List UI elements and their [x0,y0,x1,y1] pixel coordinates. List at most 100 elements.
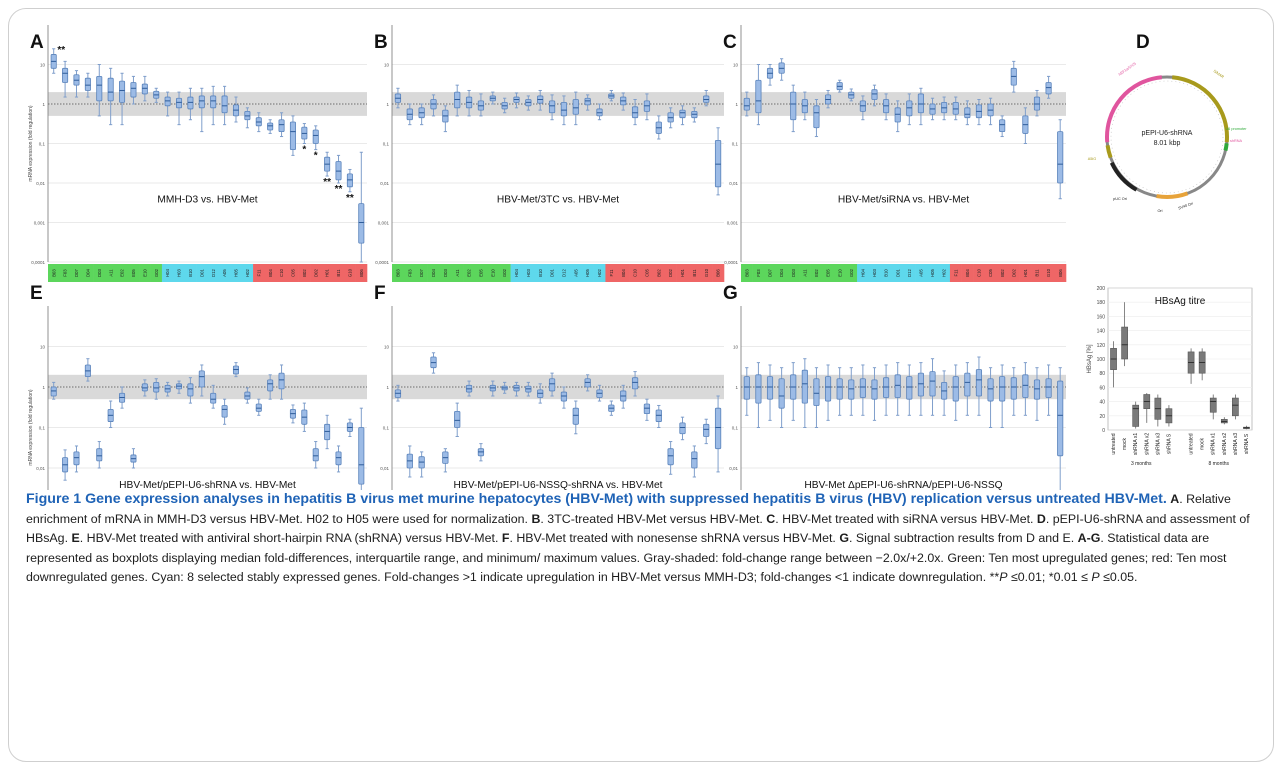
category-label: shRNA x3 [1233,433,1239,455]
plasmid-size: 8.01 kbp [1154,140,1181,147]
category-label: H04 [514,268,519,276]
group-label: 3 months [1131,461,1152,467]
box [766,376,774,400]
box [1010,377,1017,400]
box [714,139,722,188]
category-cell [230,264,242,282]
box [790,91,797,121]
category-cell [915,264,928,282]
category-label: H01 [680,268,685,276]
y-tick-label: 0,001 [378,221,390,226]
y-tick-label: 200 [1097,286,1106,292]
category-label: B02 [656,269,661,277]
category-cell [510,264,523,282]
category-label: shRNA x2 [1144,433,1150,455]
category-label: G10 [348,268,353,277]
category-label: B04 [268,269,273,277]
category-label: B11 [692,269,697,277]
box [917,93,924,114]
caption-text-g: . Signal subtraction results from D and … [848,531,1075,546]
box [755,79,762,114]
y-tick-label: 140 [1097,329,1106,335]
category-cell [891,264,904,282]
category-label: A11 [108,269,113,277]
box [1033,379,1041,400]
category-cell [799,264,811,282]
category-label: B04 [965,269,970,277]
y-tick-label: 0,001 [34,221,46,226]
category-label: shRNA x1 [1211,433,1217,455]
box [1022,374,1029,398]
box [572,99,579,115]
category-label: shRNA S [1166,433,1172,454]
category-label: C10 [977,268,982,276]
panel-f: F0,00010,0010,010,1110HBV-Met/pEPI-U6-NS… [374,283,724,490]
category-label: D02 [1011,268,1016,276]
category-label: E10 [837,269,842,277]
caption-ref-c: C [766,511,776,526]
panel-letter-d: D [1136,32,1150,53]
plasmid-feature-label: A5iG [1088,157,1096,161]
category-cell [321,264,334,282]
y-tick-label: 10 [384,63,390,68]
plasmid-feature [1109,161,1138,192]
y-tick-label: 0,1 [383,426,390,431]
category-cell [298,264,311,282]
box [859,378,866,398]
y-tick-label: 1 [386,385,389,390]
category-cell [961,264,974,282]
category-cell [93,264,106,282]
box [999,376,1006,402]
y-tick-label: 180 [1097,300,1106,306]
category-label: C10 [279,268,284,276]
category-label: B04 [621,269,626,277]
category-label: A11 [802,269,807,277]
category-label: H03 [872,268,877,276]
category-label: B11 [1035,269,1040,277]
panel-title: MMH-D3 vs. HBV-Met [157,195,257,206]
category-cell [810,264,823,282]
box [73,451,80,466]
y-tick-label: 0,01 [36,181,45,186]
box [679,109,686,119]
box [987,378,994,402]
box [906,376,913,400]
significance-mark: ** [323,177,331,188]
caption-p1: P [999,570,1008,585]
panel-letter-c: C [723,32,737,53]
panel-letter-f: F [374,283,386,304]
category-label: F11 [609,269,614,277]
category-label: shRNA x1 [1133,433,1139,455]
category-cell [59,264,72,282]
y-tick-label: 1 [42,385,45,390]
category-label: B10 [538,269,543,277]
category-label: H04 [165,268,170,276]
category-label: shRNA x2 [1222,433,1228,455]
caption-ref-g: G [839,531,849,546]
y-tick-label: 0,0001 [724,260,738,265]
y-tick-label: 20 [1099,414,1105,420]
category-label: B02 [1000,269,1005,277]
category-label: D03 [791,268,796,276]
category-label: shRNA x3 [1155,433,1161,455]
box [358,203,365,244]
y-tick-label: 160 [1097,314,1106,320]
box [335,451,342,466]
box [1045,82,1052,95]
category-label: H02 [942,268,947,276]
box [929,371,936,397]
box [141,83,148,95]
box [824,376,832,402]
plasmid-feature-label: S/MAR [1212,69,1224,79]
box [1132,404,1140,427]
caption-ref-ag: A-G [1077,531,1101,546]
category-cell [498,264,511,282]
category-label: mock [1122,438,1128,450]
category-cell [403,264,417,282]
caption-text-d: . pEPI-U6-shRNA and assessment of HBsAg. [26,511,1250,546]
category-cell [775,264,788,282]
category-label: D04 [431,268,436,276]
category-label: mock [1200,438,1206,450]
